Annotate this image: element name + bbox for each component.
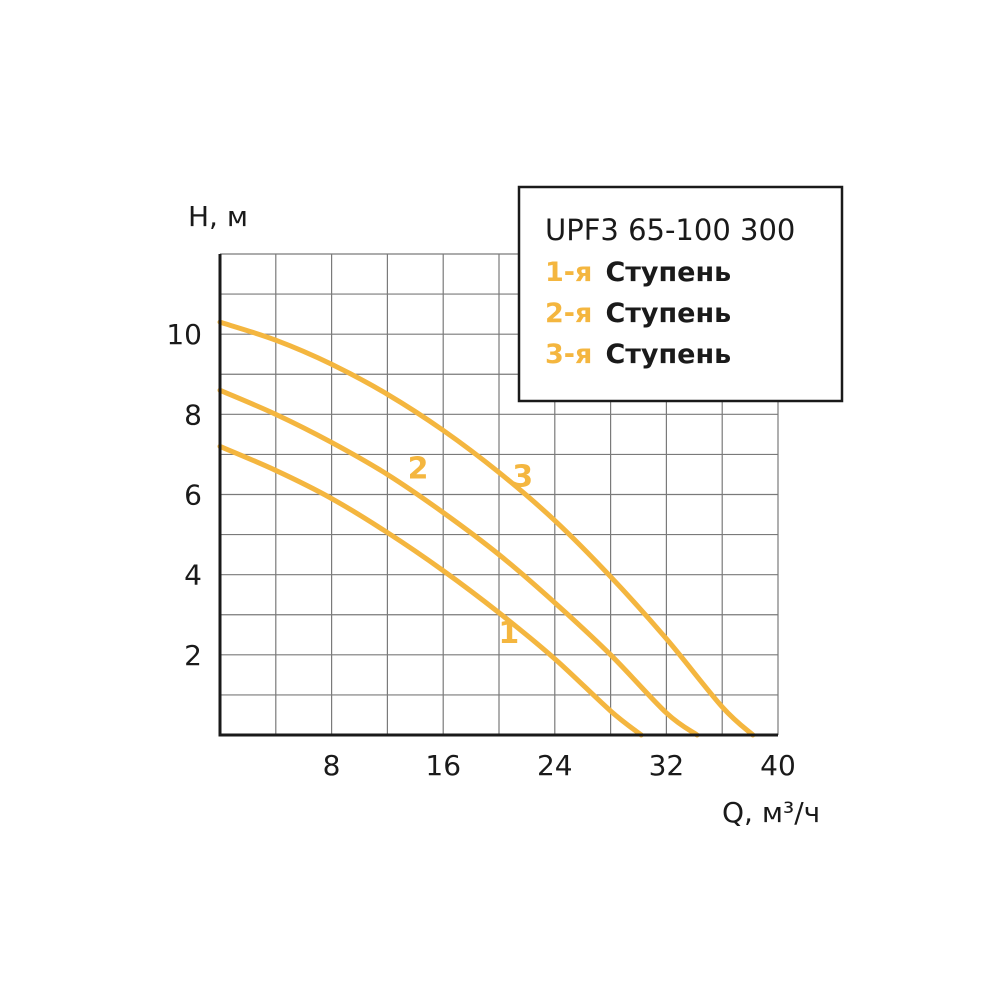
y-axis-label: H, м	[188, 200, 248, 233]
y-tick-label: 8	[184, 398, 202, 431]
x-tick-label: 8	[323, 749, 341, 782]
series-label-2: 2	[408, 451, 429, 486]
legend-entry-1-num: 1-я	[545, 257, 592, 288]
series-labels: 1 2 3	[408, 451, 534, 650]
y-tick-label: 2	[184, 639, 202, 672]
legend-entry-1-word: Ступень	[605, 257, 731, 288]
legend-entry-2-num: 2-я	[545, 298, 592, 329]
legend-entry-2-word: Ступень	[605, 298, 731, 329]
legend-entry-3-num: 3-я	[545, 339, 592, 370]
y-tick-label: 6	[184, 479, 202, 512]
series-curves	[217, 319, 756, 738]
legend-entry-1: 1-я Ступень	[545, 257, 731, 288]
x-tick-label: 40	[760, 749, 796, 782]
y-tick-label: 10	[166, 318, 202, 351]
legend-entry-3-word: Ступень	[605, 339, 731, 370]
x-tick-label: 24	[537, 749, 573, 782]
legend-title: UPF3 65-100 300	[545, 213, 795, 247]
y-tick-label: 4	[184, 559, 202, 592]
axes	[218, 254, 778, 737]
x-tick-label: 32	[649, 749, 685, 782]
legend-box: UPF3 65-100 300 1-я Ступень 2-я Ступень …	[517, 185, 844, 403]
series-line-1	[217, 443, 644, 738]
x-tick-label: 16	[425, 749, 461, 782]
series-line-2	[217, 387, 700, 738]
legend-entry-2: 2-я Ступень	[545, 298, 731, 329]
series-label-3: 3	[512, 459, 533, 494]
legend-entry-3: 3-я Ступень	[545, 339, 731, 370]
series-line-3	[217, 319, 756, 738]
series-label-1: 1	[498, 616, 519, 651]
x-axis-label: Q, м³/ч	[722, 796, 820, 829]
